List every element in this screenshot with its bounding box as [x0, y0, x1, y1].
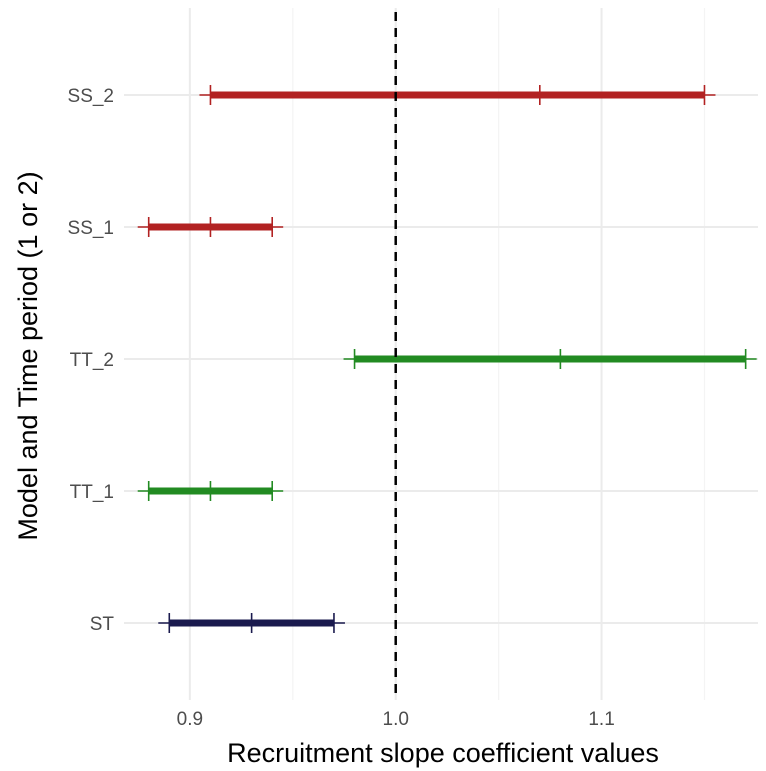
interval-series [137, 85, 757, 633]
interval-tt-1 [137, 481, 284, 501]
grid [124, 8, 758, 700]
x-tick-labels: 0.9 1.0 1.1 [177, 709, 615, 730]
x-tick-label: 1.1 [588, 709, 614, 730]
x-tick-label: 1.0 [383, 709, 409, 730]
interval-ss-2 [199, 85, 716, 105]
y-axis-title: Model and Time period (1 or 2) [13, 171, 43, 540]
y-tick-label: TT_2 [70, 350, 114, 371]
y-tick-label: ST [90, 614, 115, 635]
x-axis-title: Recruitment slope coefficient values [227, 738, 659, 768]
interval-ss-1 [137, 217, 284, 237]
y-tick-labels: ST TT_1 TT_2 SS_1 SS_2 [68, 86, 115, 635]
y-tick-label: TT_1 [70, 482, 114, 503]
interval-tt-2 [343, 349, 757, 369]
y-tick-label: SS_1 [68, 218, 114, 239]
y-tick-label: SS_2 [68, 86, 114, 107]
x-tick-label: 0.9 [177, 709, 203, 730]
interval-st [158, 613, 345, 633]
